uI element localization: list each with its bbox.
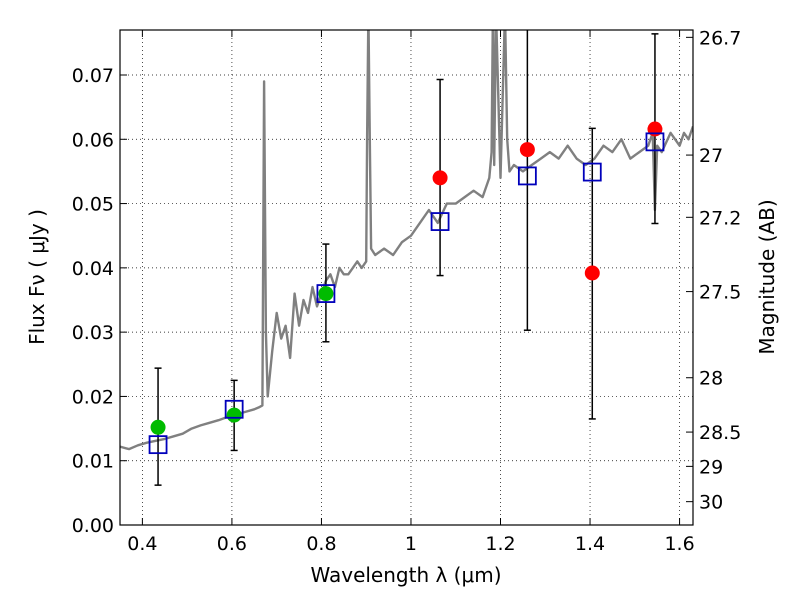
x-tick-label: 0.6 xyxy=(217,533,247,555)
data-point-circle xyxy=(432,170,448,186)
x-tick-label: 0.4 xyxy=(127,533,157,555)
y-tick-label: 0.06 xyxy=(72,129,114,151)
data-point-circle xyxy=(150,419,166,435)
data-point-circle xyxy=(226,407,242,423)
model-spectrum-line xyxy=(120,30,693,451)
right-tick-label: 28 xyxy=(699,368,723,390)
y-tick-label: 0.00 xyxy=(72,515,114,537)
model-point-square xyxy=(430,212,450,231)
x-tick-label: 1 xyxy=(405,533,417,555)
model-point-square xyxy=(645,132,665,152)
y-axis-label: Flux Fν ( μJy ) xyxy=(25,209,49,345)
right-tick-label: 26.7 xyxy=(699,27,741,49)
model-point-square xyxy=(517,166,537,186)
x-tick-label: 1.4 xyxy=(575,533,605,555)
y-tick-label: 0.04 xyxy=(72,258,114,280)
x-tick-label: 1.6 xyxy=(664,533,694,555)
plot-frame xyxy=(119,29,694,526)
data-point-circle xyxy=(318,286,334,302)
right-tick-label: 28.5 xyxy=(699,422,741,444)
y-tick-label: 0.02 xyxy=(72,386,114,408)
right-tick-label: 30 xyxy=(699,492,723,514)
model-point-square xyxy=(148,435,168,455)
right-tick-label: 27.2 xyxy=(699,207,741,229)
plot-area xyxy=(120,30,693,451)
y-tick-label: 0.05 xyxy=(72,194,114,216)
x-axis-label: Wavelength λ (μm) xyxy=(310,563,501,587)
right-tick-label: 27 xyxy=(699,145,723,167)
y-tick-label: 0.01 xyxy=(72,451,114,473)
y-tick-label: 0.07 xyxy=(72,65,114,87)
model-point-square xyxy=(224,399,244,419)
model-point-square xyxy=(582,162,602,182)
x-tick-label: 1.2 xyxy=(485,533,515,555)
data-point-circle xyxy=(519,142,535,158)
right-tick-label: 29 xyxy=(699,456,723,478)
right-tick-label: 27.5 xyxy=(699,282,741,304)
grid-lines xyxy=(120,30,693,526)
model-point-square xyxy=(316,284,336,303)
right-axis-label: Magnitude (AB) xyxy=(755,199,779,354)
y-tick-label: 0.03 xyxy=(72,322,114,344)
ticks-layer: 0.4 0.6 0.8 1 1.2 1.4 1.6 0.00 0.01 0.02 0.03 0.04 0… xyxy=(72,27,742,555)
markers-layer xyxy=(148,30,665,486)
data-point-circle xyxy=(584,265,600,281)
x-tick-label: 0.8 xyxy=(306,533,336,555)
